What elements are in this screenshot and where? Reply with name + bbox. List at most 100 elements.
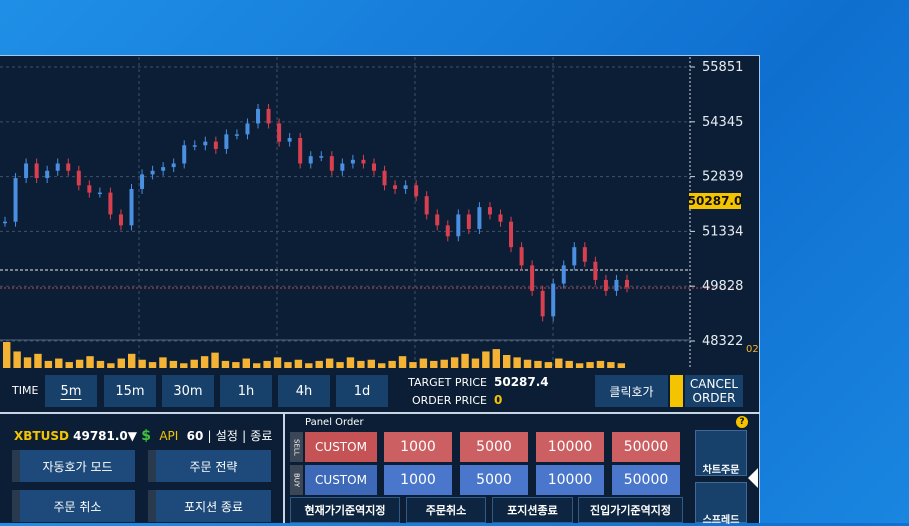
click-button[interactable]: 클릭호가	[595, 375, 668, 407]
sell-amount-button[interactable]: 1000	[384, 432, 452, 462]
timeframe-button[interactable]: 4h	[278, 375, 330, 407]
timeframe-button[interactable]: 5m	[45, 375, 97, 407]
sell-amount-button[interactable]: 5000	[460, 432, 528, 462]
volume-bar	[336, 362, 344, 368]
volume-bar	[117, 358, 125, 368]
currency: $	[141, 428, 151, 444]
symbol-price: 49781.0▼	[73, 429, 138, 443]
cancel-text: ORDER	[692, 391, 736, 405]
sell-label: SELL	[290, 432, 303, 462]
bottom-button[interactable]: 현재가기준역지정	[290, 497, 400, 523]
candle	[540, 290, 545, 317]
candle	[129, 188, 134, 226]
candle	[182, 145, 187, 164]
volume-bar	[555, 358, 563, 368]
sell-amount-button[interactable]: 50000	[612, 432, 680, 462]
volume-bar	[13, 351, 21, 368]
sell-custom-button[interactable]: CUSTOM	[305, 432, 377, 462]
volume-bar	[263, 360, 271, 368]
volume-bar	[471, 358, 480, 368]
candle	[171, 163, 176, 168]
volume-bar	[398, 356, 407, 368]
bottom-button[interactable]: 포지션종료	[492, 497, 573, 523]
timeframe-button[interactable]: 1h	[220, 375, 272, 407]
cancel-orders-button[interactable]: 주문 취소	[12, 490, 135, 522]
y-tick-label: 48322	[702, 334, 743, 349]
settings-link[interactable]: 설정	[215, 429, 238, 443]
timeframe-button[interactable]: 30m	[162, 375, 214, 407]
candle	[466, 214, 471, 229]
volume-bar	[3, 342, 11, 368]
divider	[0, 412, 760, 414]
volume-bar	[482, 351, 490, 368]
collapse-arrow[interactable]	[748, 468, 758, 488]
volume-bar	[440, 359, 448, 368]
bottom-button[interactable]: 진입가기준역지정	[578, 497, 683, 523]
volume-bar	[253, 363, 261, 368]
volume-bar	[357, 360, 365, 368]
candle	[3, 221, 7, 224]
candle	[24, 163, 29, 179]
candle	[161, 167, 166, 171]
close-position-button[interactable]: 포지션 종료	[148, 490, 271, 522]
volume-bar	[96, 360, 105, 368]
auto-quote-button[interactable]: 자동호가 모드	[12, 450, 135, 482]
volume-bar	[575, 363, 584, 368]
volume-bar	[138, 359, 146, 368]
candle	[445, 225, 450, 237]
candle	[477, 207, 482, 229]
spread-button[interactable]: 스프레드	[695, 482, 747, 526]
bottom-button[interactable]: 주문취소	[406, 497, 486, 523]
exit-link[interactable]: 종료	[250, 429, 273, 443]
buy-amount-button[interactable]: 50000	[612, 465, 680, 495]
buy-custom-button[interactable]: CUSTOM	[305, 465, 377, 495]
y-tick-label: 52839	[702, 170, 743, 185]
strategy-button[interactable]: 주문 전략	[148, 450, 271, 482]
candle	[287, 138, 292, 142]
candle	[45, 170, 50, 179]
separator: |	[242, 429, 247, 443]
candle	[435, 214, 440, 226]
candle	[593, 261, 598, 280]
candle	[234, 134, 239, 136]
help-icon[interactable]: ?	[736, 416, 748, 428]
timeframe-button[interactable]: 1d	[336, 375, 388, 407]
volume-bar	[190, 359, 198, 368]
y-tick-label: 49828	[702, 279, 743, 294]
volume-bar	[107, 363, 115, 368]
volume-bar	[503, 355, 511, 368]
volume-bar	[534, 360, 542, 368]
volume-bar	[305, 363, 313, 368]
volume-bar	[378, 363, 386, 368]
volume-bar	[211, 352, 219, 368]
candle	[13, 178, 18, 222]
buy-amount-button[interactable]: 5000	[460, 465, 528, 495]
candle	[97, 192, 102, 195]
candle	[625, 279, 629, 288]
panel-divider	[283, 414, 285, 523]
volume-bar	[159, 357, 167, 368]
volume-bar	[523, 359, 532, 368]
candle	[371, 163, 376, 171]
sell-amount-button[interactable]: 10000	[536, 432, 604, 462]
volume-bar	[221, 360, 230, 368]
volume-bar	[86, 356, 94, 368]
volume-bar	[315, 360, 323, 368]
timeframe-button[interactable]: 15m	[104, 375, 156, 407]
time-label: TIME	[12, 384, 39, 397]
buy-amount-button[interactable]: 10000	[536, 465, 604, 495]
cancel-order-button[interactable]: CANCEL ORDER	[685, 375, 743, 407]
buy-amount-button[interactable]: 1000	[384, 465, 452, 495]
volume-bar	[513, 357, 521, 368]
volume-bar	[200, 356, 209, 368]
candle	[108, 192, 113, 215]
chart-order-button[interactable]: 차트주문	[695, 430, 747, 476]
last-price-label: 50287.0	[688, 194, 743, 208]
volume-bar	[273, 357, 282, 368]
candle	[530, 265, 535, 291]
volume-bar	[461, 353, 469, 368]
candle	[361, 159, 366, 164]
candle	[382, 170, 387, 186]
panel-title: Panel Order	[305, 417, 364, 428]
volume-bar	[565, 360, 573, 368]
